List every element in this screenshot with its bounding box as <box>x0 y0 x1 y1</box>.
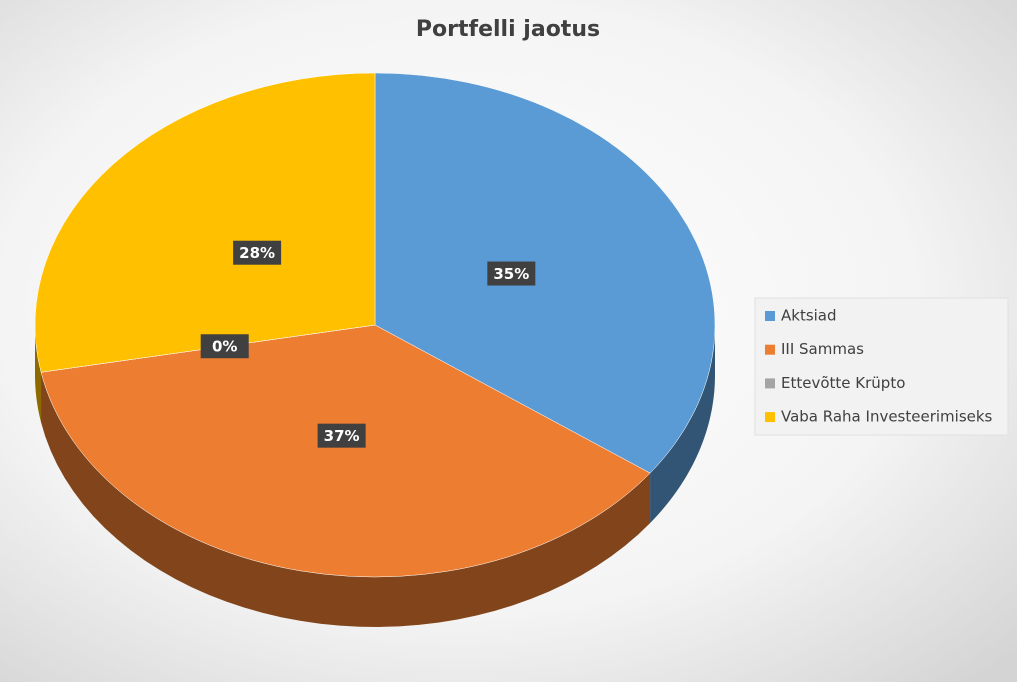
slice <box>34 72 376 373</box>
data-label-box <box>317 423 366 448</box>
chart-title: Portfelli jaotus <box>416 17 600 42</box>
data-label-box <box>200 334 249 359</box>
slice-side <box>41 372 651 627</box>
data-label: 28% <box>239 244 275 262</box>
slice-side <box>650 325 715 524</box>
legend <box>754 297 1009 436</box>
data-label: 37% <box>324 427 360 445</box>
data-label-box <box>233 240 282 265</box>
legend-swatch <box>765 344 775 355</box>
legend-label: III Sammas <box>781 340 864 358</box>
legend-swatch <box>765 311 775 321</box>
legend-swatch <box>765 412 775 423</box>
legend-label: Ettevõtte Krüpto <box>781 374 905 392</box>
data-label-box <box>487 261 536 286</box>
data-label: 0% <box>212 338 237 356</box>
slice <box>40 324 651 578</box>
legend-swatch <box>765 378 775 389</box>
legend-label: Aktsiad <box>781 307 837 325</box>
legend-label: Vaba Raha Investeerimiseks <box>781 408 993 426</box>
slice <box>374 72 716 474</box>
data-label: 35% <box>493 265 529 283</box>
